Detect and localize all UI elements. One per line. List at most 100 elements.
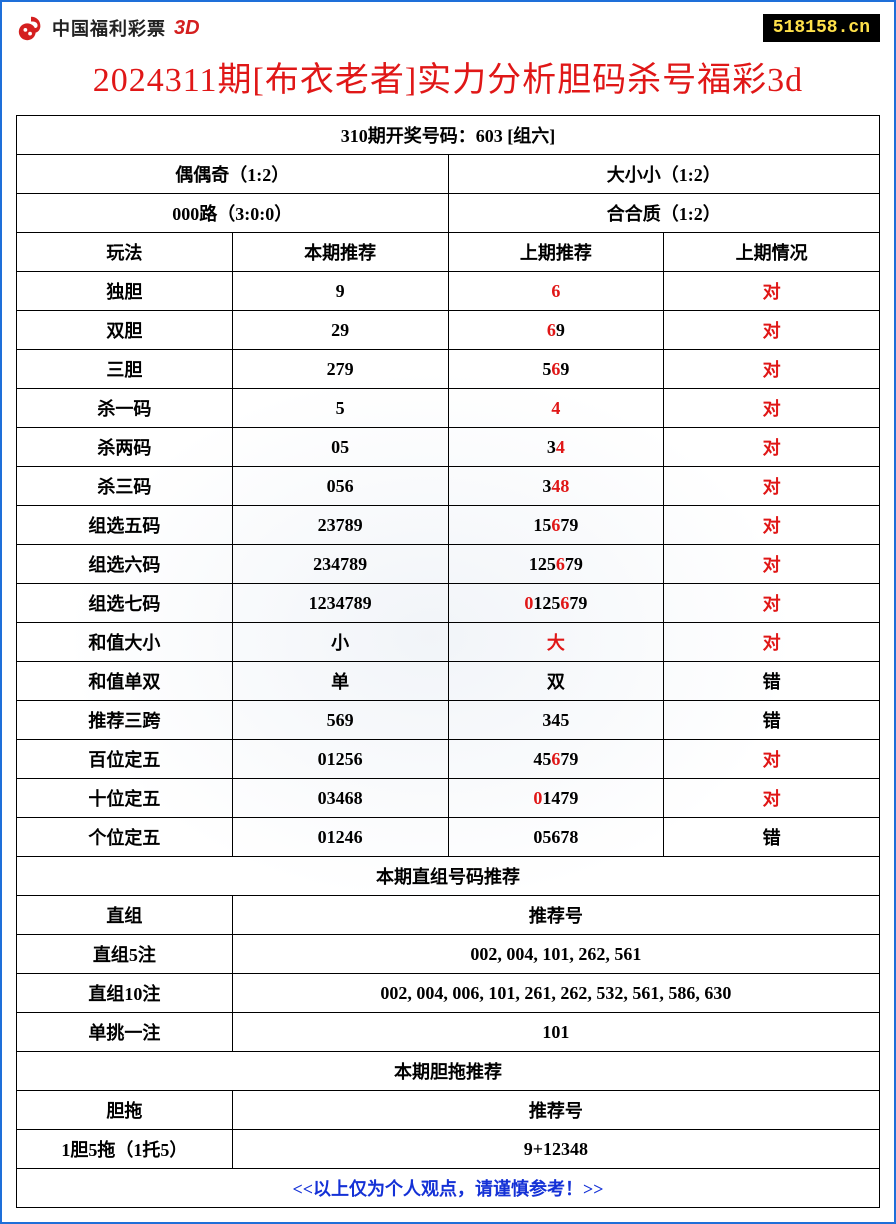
analysis-table: 310期开奖号码：603 [组六]偶偶奇（1:2）大小小（1:2）000路（3:… <box>16 115 880 1208</box>
table-cell: 69 <box>448 311 664 350</box>
table-cell: 对 <box>664 311 880 350</box>
table-cell: 三胆 <box>17 350 233 389</box>
table-cell: 01256 <box>232 740 448 779</box>
table-row: 组选六码234789125679对 <box>17 545 880 584</box>
table-cell: 胆拖 <box>17 1091 233 1130</box>
table-cell: 本期直组号码推荐 <box>17 857 880 896</box>
table-row: 偶偶奇（1:2）大小小（1:2） <box>17 155 880 194</box>
table-cell: 上期推荐 <box>448 233 664 272</box>
table-row: 本期直组号码推荐 <box>17 857 880 896</box>
logo-suffix: 3D <box>174 17 200 40</box>
logo-icon <box>16 13 46 43</box>
table-cell: 错 <box>664 662 880 701</box>
table-cell: 9 <box>232 272 448 311</box>
table-cell: 推荐三跨 <box>17 701 233 740</box>
table-cell: 对 <box>664 350 880 389</box>
table-cell: 569 <box>232 701 448 740</box>
table-cell: 杀一码 <box>17 389 233 428</box>
table-cell: 34 <box>448 428 664 467</box>
table-cell: 345 <box>448 701 664 740</box>
table-cell: 101 <box>232 1013 879 1052</box>
table-cell: 杀两码 <box>17 428 233 467</box>
table-row: 玩法本期推荐上期推荐上期情况 <box>17 233 880 272</box>
table-cell: 1胆5拖（1托5） <box>17 1130 233 1169</box>
table-cell: 对 <box>664 740 880 779</box>
table-cell: 和值大小 <box>17 623 233 662</box>
table-cell: 056 <box>232 467 448 506</box>
table-cell: 组选五码 <box>17 506 233 545</box>
logo-text: 中国福利彩票 <box>52 15 166 41</box>
table-row: 组选五码2378915679对 <box>17 506 880 545</box>
table-cell: 直组10注 <box>17 974 233 1013</box>
table-cell: 000路（3:0:0） <box>17 194 449 233</box>
table-row: 单挑一注101 <box>17 1013 880 1052</box>
page-title: 2024311期[布衣老者]实力分析胆码杀号福彩3d <box>16 52 880 101</box>
table-cell: 对 <box>664 584 880 623</box>
table-cell: 23789 <box>232 506 448 545</box>
table-cell: 569 <box>448 350 664 389</box>
table-cell: 组选七码 <box>17 584 233 623</box>
table-cell: 对 <box>664 506 880 545</box>
table-row: 组选七码12347890125679对 <box>17 584 880 623</box>
table-cell: 本期胆拖推荐 <box>17 1052 880 1091</box>
table-cell: 单挑一注 <box>17 1013 233 1052</box>
table-row: 1胆5拖（1托5）9+12348 <box>17 1130 880 1169</box>
table-cell: 十位定五 <box>17 779 233 818</box>
table-cell: 单 <box>232 662 448 701</box>
table-cell: 错 <box>664 818 880 857</box>
table-cell: 05 <box>232 428 448 467</box>
table-row: 直组推荐号 <box>17 896 880 935</box>
table-cell: 03468 <box>232 779 448 818</box>
table-row: 三胆279569对 <box>17 350 880 389</box>
table-cell: 双 <box>448 662 664 701</box>
table-row: 个位定五0124605678错 <box>17 818 880 857</box>
table-row: 和值单双单双错 <box>17 662 880 701</box>
table-cell: 对 <box>664 779 880 818</box>
table-cell: 小 <box>232 623 448 662</box>
table-cell: 125679 <box>448 545 664 584</box>
table-row: <<以上仅为个人观点，请谨慎参考！>> <box>17 1169 880 1208</box>
table-cell: 大 <box>448 623 664 662</box>
table-cell: 6 <box>448 272 664 311</box>
table-cell: 01479 <box>448 779 664 818</box>
table-row: 本期胆拖推荐 <box>17 1052 880 1091</box>
table-cell: 偶偶奇（1:2） <box>17 155 449 194</box>
table-cell: 4 <box>448 389 664 428</box>
table-row: 推荐三跨569345错 <box>17 701 880 740</box>
table-cell: 对 <box>664 545 880 584</box>
table-cell: 直组 <box>17 896 233 935</box>
table-row: 杀一码54对 <box>17 389 880 428</box>
table-cell: 002, 004, 101, 262, 561 <box>232 935 879 974</box>
table-cell: 大小小（1:2） <box>448 155 880 194</box>
table-cell: 29 <box>232 311 448 350</box>
table-cell: 对 <box>664 623 880 662</box>
table-cell: 独胆 <box>17 272 233 311</box>
table-cell: 9+12348 <box>232 1130 879 1169</box>
table-row: 310期开奖号码：603 [组六] <box>17 116 880 155</box>
table-cell: 和值单双 <box>17 662 233 701</box>
table-cell: 002, 004, 006, 101, 261, 262, 532, 561, … <box>232 974 879 1013</box>
table-cell: 310期开奖号码：603 [组六] <box>17 116 880 155</box>
table-cell: 对 <box>664 428 880 467</box>
table-cell: 玩法 <box>17 233 233 272</box>
table-row: 百位定五0125645679对 <box>17 740 880 779</box>
table-cell: 组选六码 <box>17 545 233 584</box>
table-cell: 合合质（1:2） <box>448 194 880 233</box>
table-row: 独胆96对 <box>17 272 880 311</box>
table-cell: 百位定五 <box>17 740 233 779</box>
table-row: 杀两码0534对 <box>17 428 880 467</box>
table-row: 直组5注002, 004, 101, 262, 561 <box>17 935 880 974</box>
table-cell: 0125679 <box>448 584 664 623</box>
table-row: 杀三码056348对 <box>17 467 880 506</box>
table-row: 和值大小小大对 <box>17 623 880 662</box>
logo: 中国福利彩票 3D <box>16 13 200 43</box>
table-cell: 推荐号 <box>232 896 879 935</box>
table-row: 直组10注002, 004, 006, 101, 261, 262, 532, … <box>17 974 880 1013</box>
table-cell: 1234789 <box>232 584 448 623</box>
table-cell: 对 <box>664 272 880 311</box>
table-row: 胆拖推荐号 <box>17 1091 880 1130</box>
table-cell: 234789 <box>232 545 448 584</box>
table-row: 十位定五0346801479对 <box>17 779 880 818</box>
top-bar: 中国福利彩票 3D 518158.cn <box>16 10 880 46</box>
table-cell: 01246 <box>232 818 448 857</box>
